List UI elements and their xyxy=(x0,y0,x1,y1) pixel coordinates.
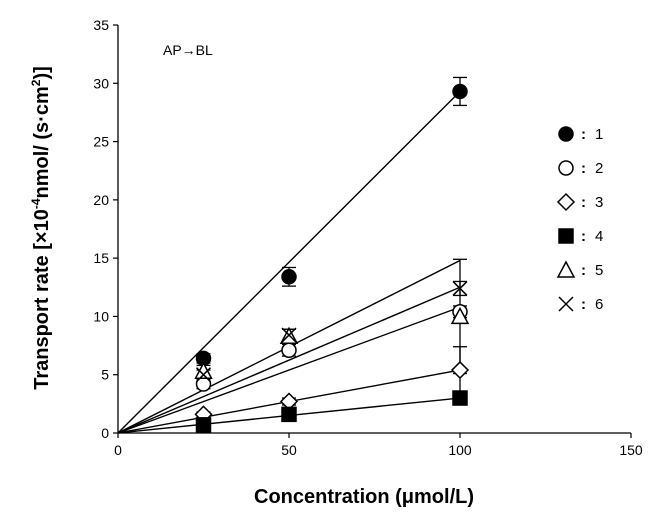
fit-line-series-1 xyxy=(117,90,461,434)
legend-colon: : xyxy=(581,296,586,313)
legend-marker-series-3 xyxy=(556,192,576,212)
y-tick-label: 0 xyxy=(101,425,109,441)
legend-colon: : xyxy=(581,194,586,211)
legend-colon: : xyxy=(581,160,586,177)
legend-marker-series-4 xyxy=(558,228,574,244)
legend: :1: 2: 3: 4: 5: 6 xyxy=(556,126,603,313)
legend-label-series-1: 1 xyxy=(595,126,603,143)
x-tick-label: 100 xyxy=(448,442,472,458)
x-tick-label: 150 xyxy=(619,442,643,458)
legend-colon: : xyxy=(581,228,586,245)
x-tick-label: 50 xyxy=(281,442,297,458)
y-label-mid: nmol/ (s·cm xyxy=(31,86,53,198)
data-point-series-1 xyxy=(281,269,297,285)
y-tick-label: 30 xyxy=(93,75,109,91)
x-axis-label: Concentration (μmol/L) xyxy=(254,486,474,508)
y-label-main: Transport rate [×10 xyxy=(31,209,53,390)
data-point-series-2 xyxy=(281,342,297,358)
y-tick-label: 5 xyxy=(101,367,109,383)
y-tick-label: 20 xyxy=(93,192,109,208)
legend-label-series-4: 4 xyxy=(595,228,603,245)
annotation-ap-bl: AP→BL xyxy=(163,42,213,58)
data-point-series-4 xyxy=(195,417,212,433)
data-point-series-1 xyxy=(452,83,468,100)
data-point-series-6 xyxy=(281,327,297,343)
data-point-series-6 xyxy=(452,280,468,296)
data-point-series-4 xyxy=(452,390,468,406)
x-tick-label: 0 xyxy=(114,442,122,458)
y-label-sup1: -4 xyxy=(29,198,43,209)
legend-label-series-6: 6 xyxy=(595,296,603,313)
fit-line-series-2 xyxy=(117,306,461,434)
y-tick-label: 25 xyxy=(93,134,109,150)
y-label-end: )] xyxy=(31,66,53,79)
axes xyxy=(117,25,631,434)
legend-colon: : xyxy=(581,126,586,143)
legend-label-series-3: 3 xyxy=(595,194,603,211)
legend-label-series-2: 2 xyxy=(595,160,603,177)
data-point-series-4 xyxy=(281,406,297,423)
y-axis-label: Transport rate [×10-4nmol/ (s·cm2)] xyxy=(29,66,53,390)
y-tick-label: 10 xyxy=(93,308,109,324)
y-label-sup2: 2 xyxy=(29,79,43,86)
legend-marker-series-1 xyxy=(558,126,574,142)
data-point-series-5 xyxy=(450,306,470,325)
fit-line-series-6 xyxy=(117,286,461,434)
data-point-series-3 xyxy=(450,360,470,380)
legend-colon: : xyxy=(581,262,586,279)
y-tick-label: 15 xyxy=(93,250,109,266)
legend-label-series-5: 5 xyxy=(595,262,603,279)
y-tick-label: 35 xyxy=(93,17,109,33)
legend-marker-series-6 xyxy=(558,296,574,312)
legend-marker-series-2 xyxy=(558,160,574,176)
data-point-series-6 xyxy=(195,367,212,383)
legend-marker-series-5 xyxy=(556,260,576,278)
